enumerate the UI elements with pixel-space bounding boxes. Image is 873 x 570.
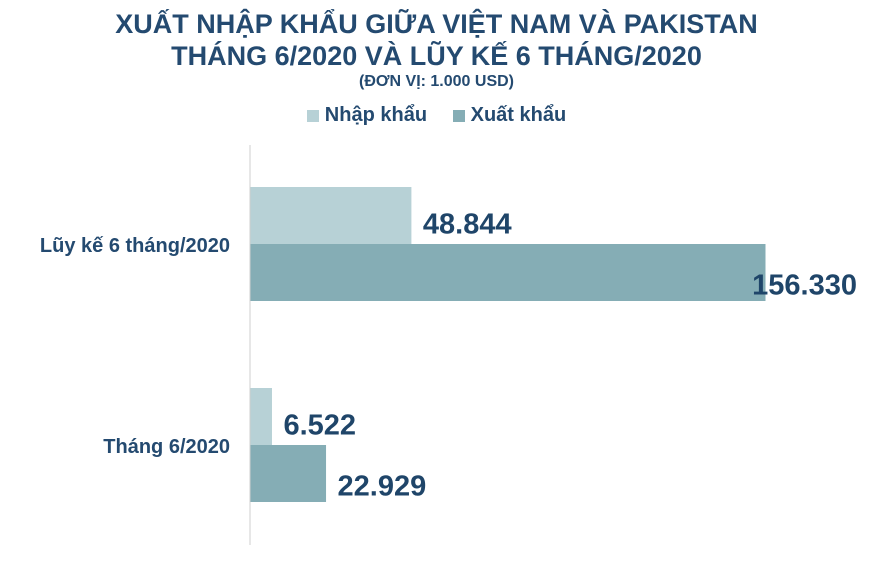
legend-item-nhap-khau: Nhập khẩu bbox=[306, 104, 428, 127]
data-label-xuat-khau: 156.330 bbox=[752, 270, 857, 302]
chart-subtitle: (ĐƠN VỊ: 1.000 USD) bbox=[358, 73, 514, 90]
legend-swatch-nhap-khau bbox=[306, 109, 319, 122]
bar-nhap-khau bbox=[250, 388, 272, 445]
legend-label-xuat-khau: Xuất khẩu bbox=[470, 104, 567, 126]
chart-title-line1: XUẤT NHẬP KHẨU GIỮA VIỆT NAM VÀ PAKISTAN bbox=[115, 9, 758, 39]
category-label: Lũy kế 6 tháng/2020 bbox=[40, 235, 230, 257]
bar-nhap-khau bbox=[250, 187, 412, 244]
legend-swatch-xuat-khau bbox=[452, 109, 465, 122]
legend-label-nhap-khau: Nhập khẩu bbox=[324, 104, 428, 126]
legend-item-xuat-khau: Xuất khẩu bbox=[452, 104, 567, 127]
bar-xuat-khau bbox=[250, 445, 327, 502]
bar-xuat-khau bbox=[250, 244, 766, 301]
legend: Nhập khẩu Xuất khẩu bbox=[0, 104, 873, 128]
chart-title-line2: THÁNG 6/2020 VÀ LŨY KẾ 6 THÁNG/2020 bbox=[171, 41, 702, 71]
data-label-nhap-khau: 6.522 bbox=[283, 410, 356, 442]
category-label: Tháng 6/2020 bbox=[103, 436, 230, 458]
data-label-xuat-khau: 22.929 bbox=[338, 471, 427, 503]
data-label-nhap-khau: 48.844 bbox=[423, 209, 512, 241]
